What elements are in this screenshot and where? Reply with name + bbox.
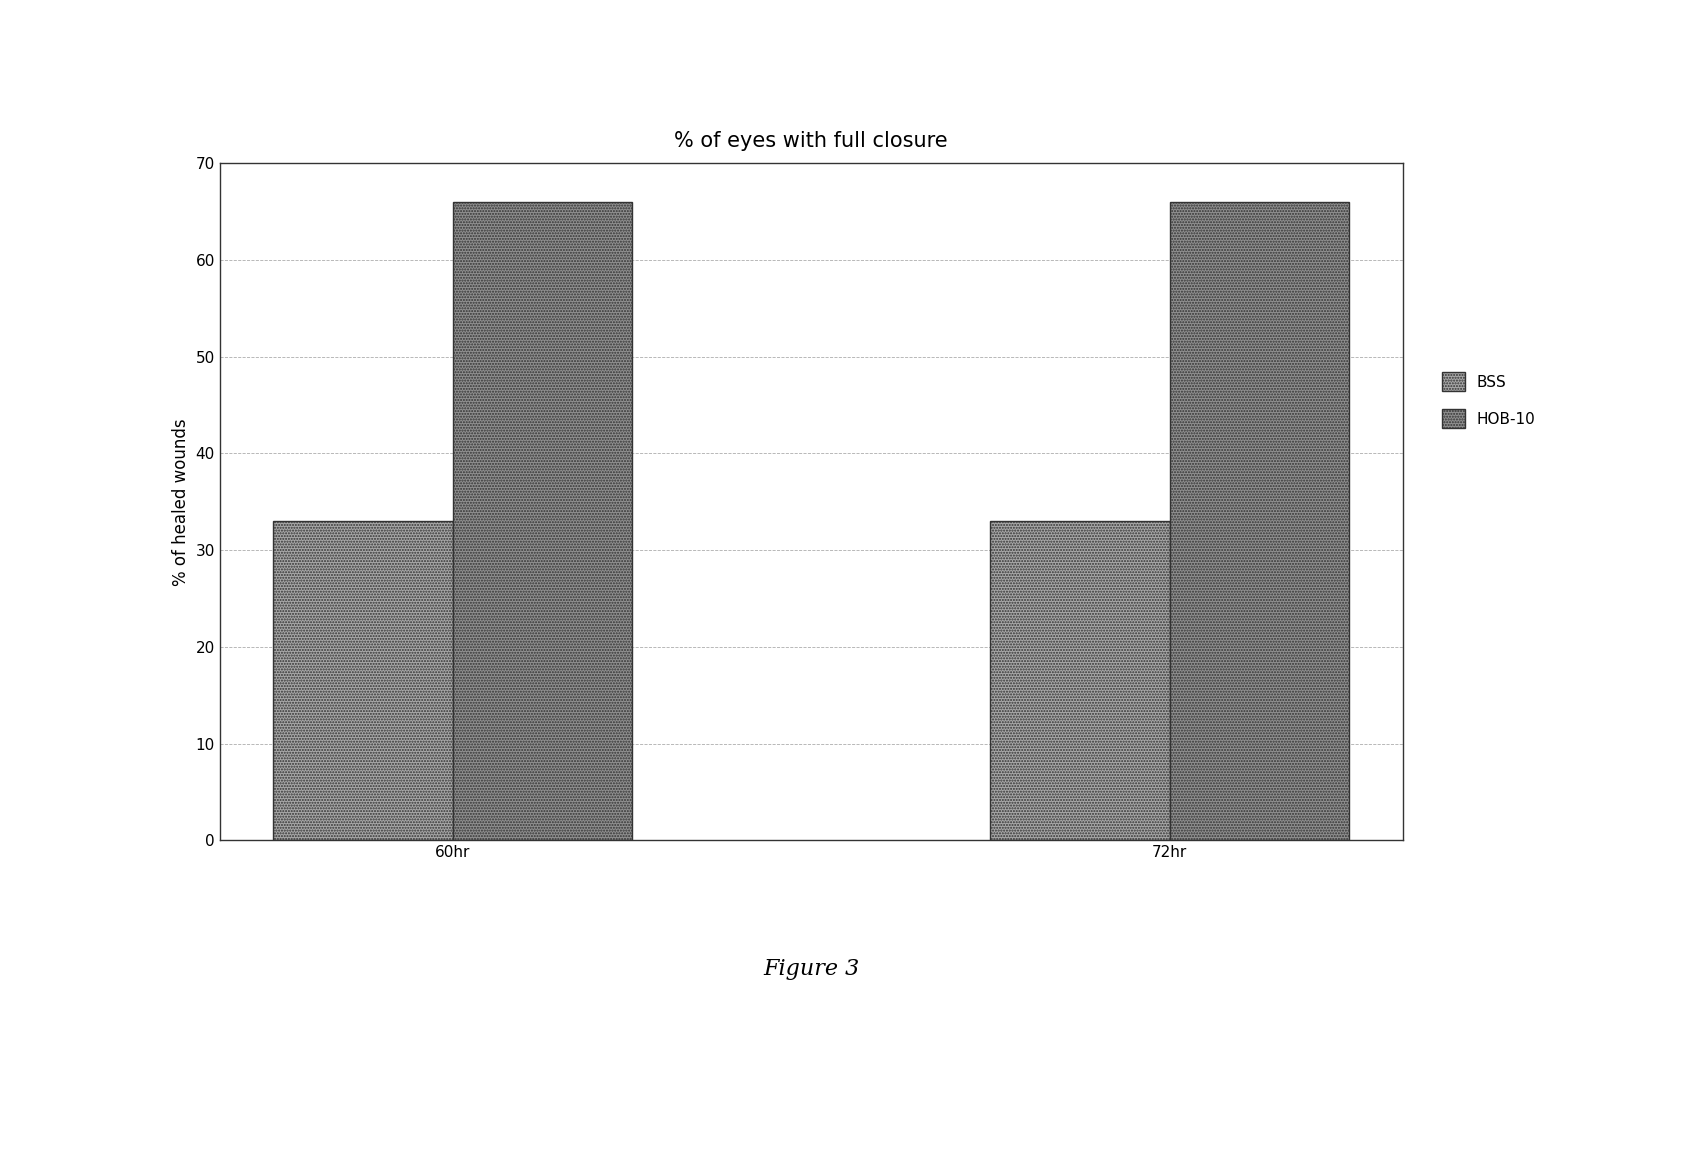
Text: Figure 3: Figure 3 <box>763 958 858 979</box>
Bar <box>1169 202 1348 840</box>
Y-axis label: % of healed wounds: % of healed wounds <box>172 418 189 586</box>
Title: % of eyes with full closure: % of eyes with full closure <box>674 131 948 151</box>
Bar <box>274 522 453 840</box>
Bar <box>453 202 632 840</box>
Legend: BSS, HOB-10: BSS, HOB-10 <box>1434 365 1542 435</box>
Bar <box>990 522 1169 840</box>
